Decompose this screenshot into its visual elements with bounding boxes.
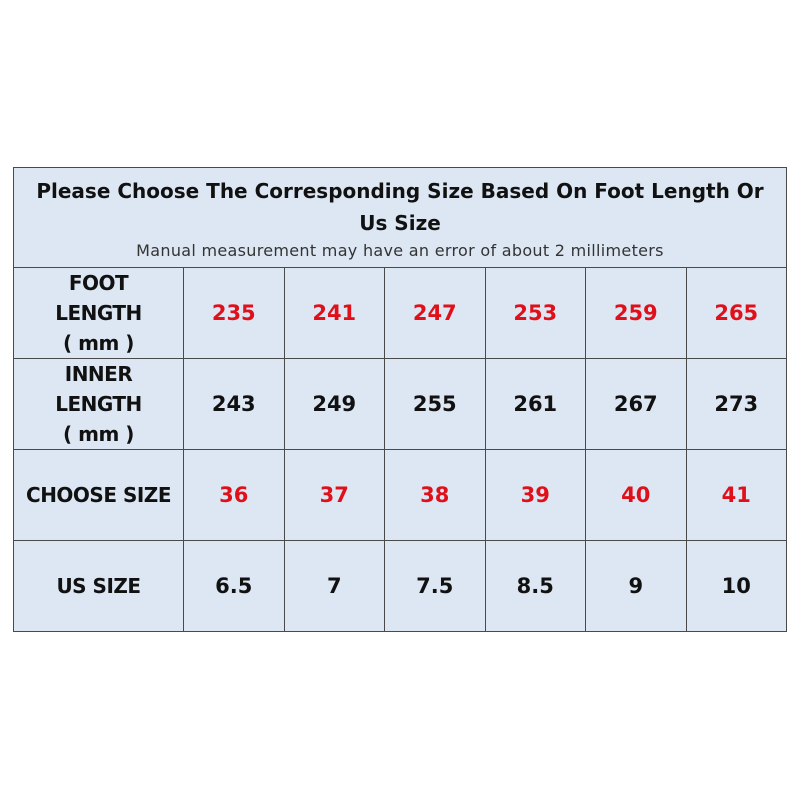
value-cell: 255 bbox=[384, 358, 486, 450]
row-label: FOOT LENGTH ( mm ) bbox=[13, 267, 184, 359]
header-cell: Please Choose The Corresponding Size Bas… bbox=[13, 167, 787, 268]
size-chart: Please Choose The Corresponding Size Bas… bbox=[13, 167, 787, 632]
value-cell: 267 bbox=[585, 358, 687, 450]
value-cell: 6.5 bbox=[183, 540, 285, 632]
value-cell: 235 bbox=[183, 267, 285, 359]
value-cell: 9 bbox=[585, 540, 687, 632]
row-label: US SIZE bbox=[13, 540, 184, 632]
value-cell: 241 bbox=[283, 267, 385, 359]
size-table: Please Choose The Corresponding Size Bas… bbox=[13, 167, 787, 632]
value-cell: 253 bbox=[484, 267, 586, 359]
value-cell: 8.5 bbox=[484, 540, 586, 632]
header-row: Please Choose The Corresponding Size Bas… bbox=[13, 167, 787, 268]
value-cell: 7 bbox=[283, 540, 385, 632]
table-body: Please Choose The Corresponding Size Bas… bbox=[13, 167, 787, 632]
table-row: CHOOSE SIZE 36 37 38 39 40 41 bbox=[13, 449, 787, 541]
row-label: CHOOSE SIZE bbox=[13, 449, 184, 541]
value-cell: 39 bbox=[484, 449, 586, 541]
value-cell: 10 bbox=[685, 540, 787, 632]
value-cell: 265 bbox=[685, 267, 787, 359]
title: Please Choose The Corresponding Size Bas… bbox=[36, 179, 764, 235]
value-cell: 247 bbox=[384, 267, 486, 359]
table-row: INNER LENGTH ( mm ) 243 249 255 261 267 273 bbox=[13, 358, 787, 450]
subtitle: Manual measurement may have an error of … bbox=[136, 241, 664, 260]
value-cell: 40 bbox=[585, 449, 687, 541]
value-cell: 273 bbox=[685, 358, 787, 450]
value-cell: 243 bbox=[183, 358, 285, 450]
value-cell: 41 bbox=[685, 449, 787, 541]
value-cell: 36 bbox=[183, 449, 285, 541]
row-label: INNER LENGTH ( mm ) bbox=[13, 358, 184, 450]
value-cell: 249 bbox=[283, 358, 385, 450]
value-cell: 261 bbox=[484, 358, 586, 450]
value-cell: 37 bbox=[283, 449, 385, 541]
value-cell: 259 bbox=[585, 267, 687, 359]
value-cell: 38 bbox=[384, 449, 486, 541]
table-row: US SIZE 6.5 7 7.5 8.5 9 10 bbox=[13, 540, 787, 632]
value-cell: 7.5 bbox=[384, 540, 486, 632]
table-row: FOOT LENGTH ( mm ) 235 241 247 253 259 265 bbox=[13, 267, 787, 359]
